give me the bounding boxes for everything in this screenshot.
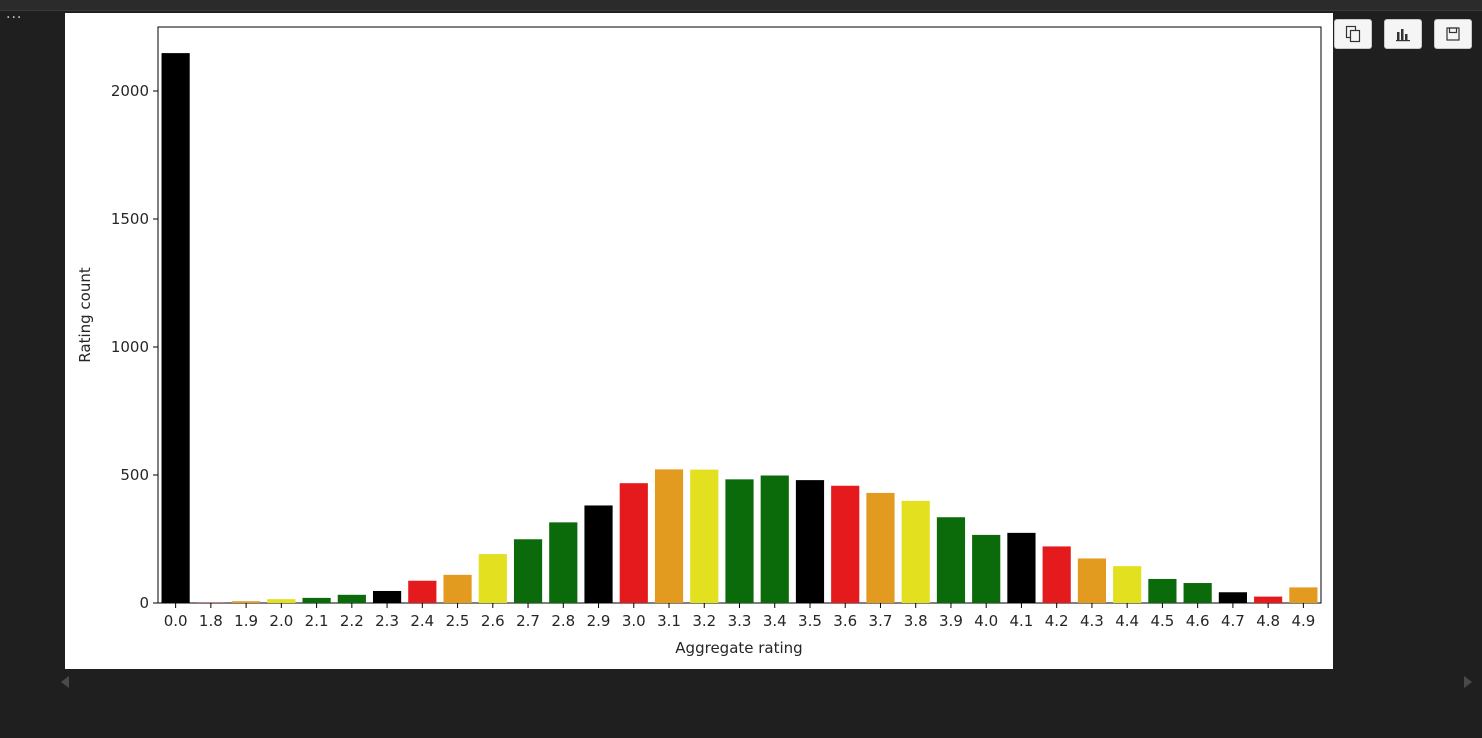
x-tick-label: 4.3 [1080, 612, 1104, 630]
bar-3.1 [654, 469, 684, 603]
bar-3.5 [795, 480, 825, 603]
x-tick-label: 4.1 [1010, 612, 1034, 630]
bar-2.0 [267, 599, 296, 603]
bar-2.1 [302, 597, 331, 603]
scroll-right-arrow[interactable] [1464, 676, 1472, 688]
x-tick-label: 1.9 [234, 612, 258, 630]
bar-4.8 [1254, 596, 1283, 603]
x-tick-label: 4.6 [1186, 612, 1210, 630]
more-options-button[interactable]: ··· [6, 10, 23, 26]
bar-1.9 [232, 601, 261, 603]
save-icon [1446, 27, 1460, 41]
x-tick-label: 3.2 [692, 612, 716, 630]
bar-4.2 [1042, 546, 1071, 603]
x-tick-label: 3.1 [657, 612, 681, 630]
x-tick-label: 2.7 [516, 612, 540, 630]
bar-4.1 [1007, 532, 1036, 603]
bar-2.5 [443, 574, 472, 603]
bars-group [161, 53, 1318, 604]
bar-2.6 [478, 554, 507, 603]
x-tick-label: 3.6 [833, 612, 857, 630]
x-tick-label: 3.5 [798, 612, 822, 630]
bar-2.3 [372, 590, 402, 603]
x-tick-label: 2.3 [375, 612, 399, 630]
x-tick-label: 3.3 [728, 612, 752, 630]
x-tick-label: 3.9 [939, 612, 963, 630]
x-tick-label: 3.0 [622, 612, 646, 630]
x-tick-label: 4.4 [1115, 612, 1139, 630]
bar-3.4 [760, 475, 789, 603]
x-tick-label: 2.2 [340, 612, 364, 630]
y-axis-ticks: 0 500 1000 1500 2000 [111, 82, 158, 612]
y-tick-label: 500 [120, 466, 149, 484]
copy-output-button[interactable] [1334, 19, 1372, 49]
bar-3.7 [866, 492, 895, 603]
x-axis-ticks: 0.0 1.8 1.9 2.0 2.1 2.2 2.3 2.4 2.5 2.6 2.7 2.8 2.9 3… [164, 603, 1315, 630]
bar-4.6 [1183, 583, 1212, 603]
bar-2.9 [584, 505, 613, 603]
x-tick-label: 2.1 [305, 612, 329, 630]
x-tick-label: 2.6 [481, 612, 505, 630]
copy-icon [1345, 25, 1361, 43]
x-tick-label: 2.0 [269, 612, 293, 630]
bar-3.6 [831, 485, 860, 603]
bar-4.0 [972, 534, 1001, 603]
x-tick-label: 1.8 [199, 612, 223, 630]
bar-4.9 [1289, 587, 1318, 603]
bar-4.4 [1113, 566, 1142, 603]
x-tick-label: 0.0 [164, 612, 188, 630]
y-tick-label: 2000 [111, 82, 149, 100]
cell-top-border [0, 0, 1482, 11]
bar-2.8 [549, 522, 578, 603]
x-axis-label: Aggregate rating [675, 639, 802, 657]
x-tick-label: 3.7 [869, 612, 893, 630]
y-axis-label: Rating count [76, 267, 94, 363]
x-tick-label: 4.0 [974, 612, 998, 630]
y-tick-label: 1500 [111, 210, 149, 228]
scroll-left-arrow[interactable] [61, 676, 69, 688]
chart-output: 0.0 1.8 1.9 2.0 2.1 2.2 2.3 2.4 2.5 2.6 2.7 2.8 2.9 3… [65, 13, 1333, 669]
x-tick-label: 2.8 [551, 612, 575, 630]
bar-4.5 [1148, 578, 1177, 603]
x-tick-label: 2.4 [410, 612, 434, 630]
bar-4.3 [1077, 558, 1107, 603]
y-tick-label: 0 [139, 594, 149, 612]
x-tick-label: 2.5 [446, 612, 470, 630]
bar-4.7 [1218, 592, 1247, 603]
x-tick-label: 3.8 [904, 612, 928, 630]
bar-3.3 [725, 479, 754, 603]
x-tick-label: 2.9 [587, 612, 611, 630]
x-tick-label: 4.5 [1150, 612, 1174, 630]
x-tick-label: 3.4 [763, 612, 787, 630]
bar-chart: 0.0 1.8 1.9 2.0 2.1 2.2 2.3 2.4 2.5 2.6 2.7 2.8 2.9 3… [76, 26, 1322, 657]
y-tick-label: 1000 [111, 338, 149, 356]
bar-3.8 [901, 500, 930, 603]
bar-3.0 [619, 483, 648, 603]
save-output-button[interactable] [1434, 19, 1472, 49]
bar-2.4 [408, 580, 437, 603]
bar-3.2 [690, 469, 719, 603]
bar-0.0 [161, 53, 190, 604]
x-tick-label: 4.2 [1045, 612, 1069, 630]
bar-chart-icon [1396, 29, 1410, 42]
bar-2.7 [513, 539, 543, 603]
open-chart-button[interactable] [1384, 19, 1422, 49]
x-tick-label: 4.9 [1291, 612, 1315, 630]
bar-2.2 [337, 594, 366, 603]
x-tick-label: 4.8 [1256, 612, 1280, 630]
x-tick-label: 4.7 [1221, 612, 1245, 630]
bar-3.9 [936, 517, 966, 603]
